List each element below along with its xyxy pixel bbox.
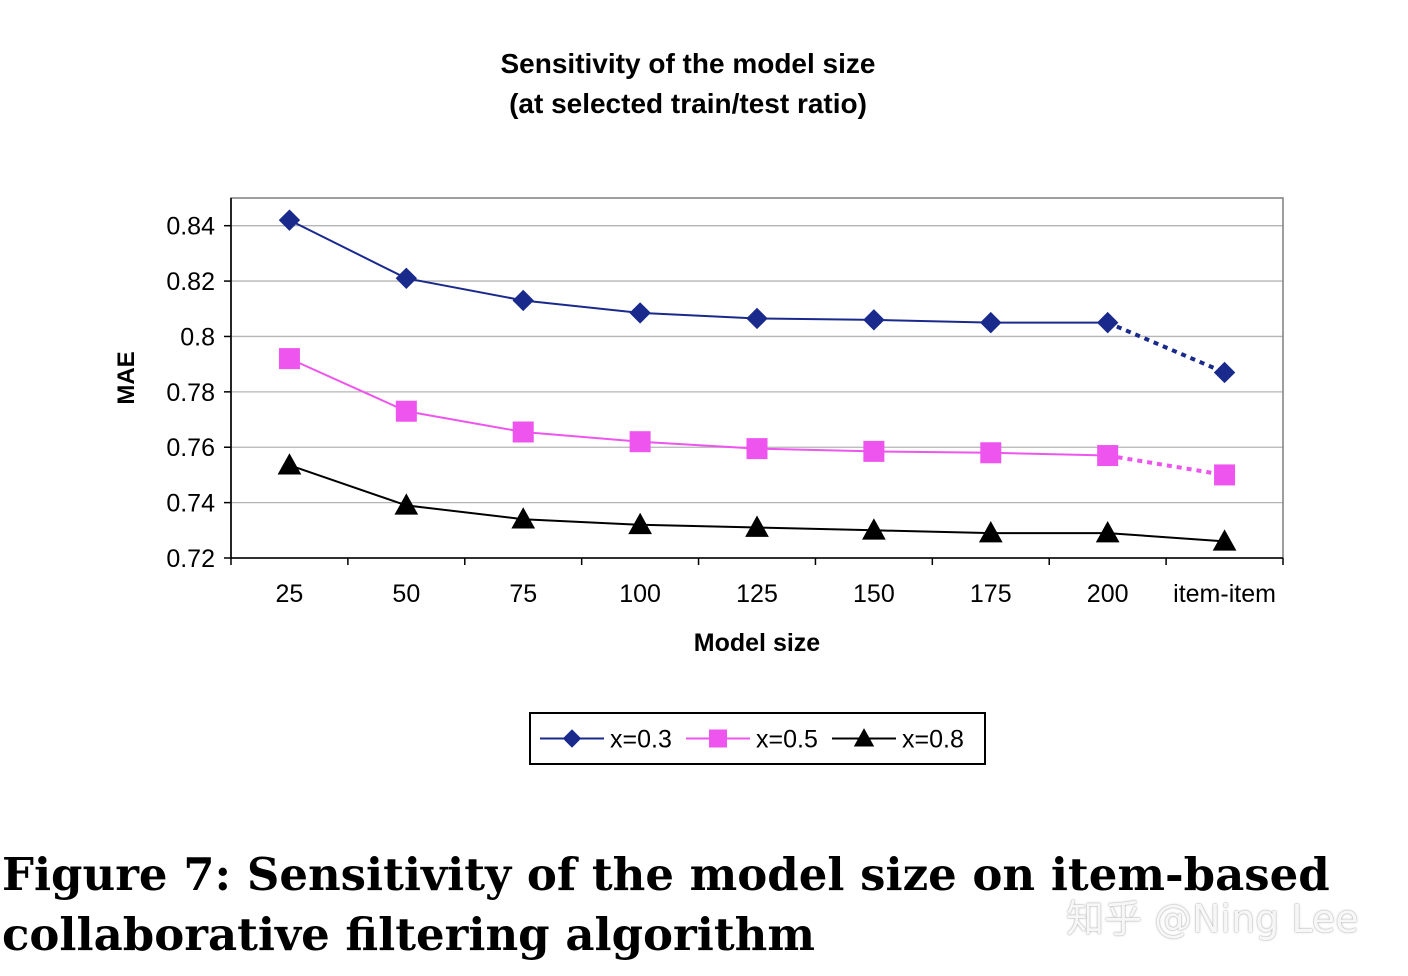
y-tick-label: 0.78 [166, 379, 215, 407]
series-line-item-item-segment [1107, 532, 1225, 543]
x-tick-label: 125 [736, 580, 778, 608]
data-point [278, 209, 301, 231]
x-tick-label: 25 [276, 580, 304, 608]
data-point [629, 302, 651, 324]
plot-area-frame [230, 197, 1284, 559]
data-point [745, 515, 769, 537]
data-point [1213, 361, 1236, 384]
line-chart: 0.72 0.74 0.76 0.78 0.8 0.82 0.84 25 50 75 100 125 1… [113, 197, 1284, 765]
x-tick-label: item-item [1173, 580, 1276, 608]
data-point [628, 512, 652, 535]
legend-box [529, 712, 986, 765]
series-line-item-item-segment [1106, 320, 1226, 375]
legend-label: x=0.5 [756, 726, 818, 754]
series-line [289, 464, 1108, 535]
legend-entry: x=0.3 [540, 726, 672, 754]
series-x=0.3 [278, 209, 1236, 384]
data-point [980, 311, 1002, 334]
y-tick-label: 0.82 [166, 268, 215, 296]
data-point [1097, 445, 1119, 467]
data-point [863, 309, 885, 331]
data-point [1214, 464, 1236, 486]
y-tick-label: 0.76 [166, 434, 215, 462]
chart-title: Sensitivity of the model size [500, 48, 876, 79]
legend-entry: x=0.8 [832, 726, 964, 754]
series-line-item-item-segment [1107, 453, 1225, 477]
figure-caption-line-2: collaborative filtering algorithm [2, 908, 815, 961]
series-line [288, 219, 1108, 324]
x-tick-label: 150 [853, 580, 895, 608]
data-point [746, 307, 768, 330]
legend-marker [562, 729, 582, 748]
x-tick-label: 200 [1087, 580, 1129, 608]
data-point [277, 453, 302, 475]
watermark: 知乎 @Ning Lee [1066, 897, 1359, 941]
data-point [1212, 529, 1237, 551]
y-tick-label: 0.72 [166, 545, 215, 573]
x-tick-label: 175 [970, 580, 1012, 608]
y-tick-label: 0.84 [166, 213, 215, 241]
series-line [289, 357, 1108, 457]
y-tick-label: 0.74 [166, 490, 215, 518]
legend-marker [853, 728, 875, 747]
data-point [278, 348, 300, 370]
x-tick-label: 50 [392, 580, 420, 608]
y-tick-label: 0.8 [180, 323, 215, 351]
series-x=0.8 [277, 453, 1237, 551]
legend-entry: x=0.5 [686, 726, 818, 754]
data-point [629, 431, 651, 453]
figure-caption-line-1: Figure 7: Sensitivity of the model size … [2, 848, 1330, 901]
data-point [1096, 311, 1119, 334]
data-point [978, 521, 1003, 543]
data-point [1095, 521, 1120, 543]
data-point [395, 267, 418, 290]
chart-subtitle: (at selected train/test ratio) [509, 88, 867, 119]
data-point [395, 400, 417, 422]
data-point [863, 440, 885, 462]
data-point [862, 518, 886, 540]
legend-label: x=0.8 [902, 726, 964, 754]
x-tick-label: 75 [509, 580, 537, 608]
x-axis-title: Model size [694, 629, 821, 657]
data-point [980, 442, 1002, 464]
data-point [746, 438, 768, 460]
data-point [512, 289, 534, 312]
legend-marker [709, 729, 727, 748]
y-axis-title: MAE [113, 351, 140, 404]
legend-label: x=0.3 [610, 726, 672, 754]
series-x=0.5 [278, 348, 1236, 486]
data-point [512, 421, 534, 443]
data-point [511, 507, 536, 529]
data-point [394, 493, 419, 515]
x-tick-label: 100 [619, 580, 661, 608]
